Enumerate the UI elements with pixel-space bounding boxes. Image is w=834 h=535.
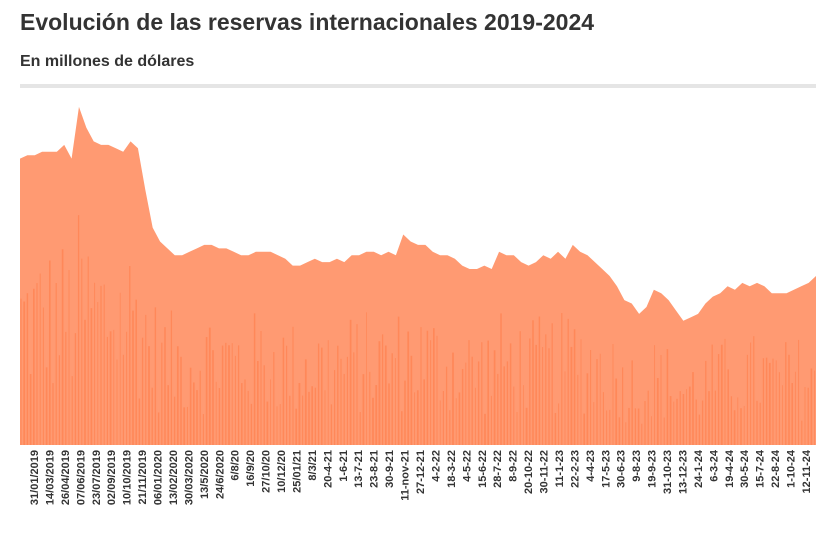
x-tick-label: 24/6/2020 xyxy=(214,450,226,499)
chart-marks xyxy=(20,106,816,446)
x-tick-label: 12-11-24 xyxy=(801,449,813,493)
x-tick-label: 15-6-22 xyxy=(477,450,489,488)
x-tick-label: 13-12-23 xyxy=(677,450,689,494)
x-tick-label: 28-7-22 xyxy=(492,450,504,488)
x-tick-label: 4-4-23 xyxy=(585,450,597,482)
x-tick-label: 8-9-22 xyxy=(508,450,520,482)
x-tick-label: 30-5-24 xyxy=(739,449,751,488)
chart-title: Evolución de las reservas internacionale… xyxy=(20,9,595,35)
x-tick-label: 4-5-22 xyxy=(461,450,473,482)
x-tick-label: 24-1-24 xyxy=(693,449,705,488)
x-tick-label: 10/10/2019 xyxy=(122,450,134,505)
x-tick-label: 06/01/2020 xyxy=(153,450,165,505)
x-tick-label: 25/01/21 xyxy=(291,450,303,493)
x-tick-label: 13/02/2020 xyxy=(168,450,180,505)
x-tick-label: 27/10/20 xyxy=(261,450,273,493)
x-tick-label: 13-7-21 xyxy=(353,450,365,488)
x-tick-label: 31-10-23 xyxy=(662,450,674,494)
x-tick-label: 10/12/20 xyxy=(276,450,288,493)
x-tick-label: 07/06/2019 xyxy=(75,450,87,505)
x-tick-label: 20-4-21 xyxy=(322,450,334,488)
x-tick-label: 19-9-23 xyxy=(647,450,659,488)
x-tick-label: 30-9-21 xyxy=(384,450,396,488)
x-tick-label: 13/5/2020 xyxy=(199,450,211,499)
x-tick-label: 17-5-23 xyxy=(600,450,612,488)
x-tick-label: 1-6-21 xyxy=(338,450,350,482)
x-tick-label: 18-3-22 xyxy=(446,450,458,488)
x-tick-label: 15-7-24 xyxy=(755,449,767,488)
chart-subtitle: En millones de dólares xyxy=(20,53,195,70)
x-tick-label: 23-8-21 xyxy=(369,450,381,488)
x-tick-label: 30-11-22 xyxy=(539,450,551,493)
x-tick-label: 4-2-22 xyxy=(430,450,442,482)
x-tick-label: 31/01/2019 xyxy=(29,450,41,505)
x-tick-label: 1-10-24 xyxy=(786,449,798,488)
x-axis-ticks: 31/01/2019 14/03/2019 26/04/2019 07/06/2019… xyxy=(29,449,813,505)
x-tick-label: 27-12-21 xyxy=(415,450,427,494)
x-tick-label: 22-2-23 xyxy=(569,450,581,488)
x-tick-label: 19-4-24 xyxy=(724,449,736,488)
x-tick-label: 30/03/2020 xyxy=(183,450,195,505)
x-tick-label: 14/03/2019 xyxy=(44,450,56,505)
x-tick-label: 9-8-23 xyxy=(631,450,643,482)
x-tick-label: 11-1-23 xyxy=(554,450,566,487)
x-tick-label: 8/3/21 xyxy=(307,450,319,481)
x-tick-label: 22-8-24 xyxy=(770,449,782,488)
reserves-area xyxy=(20,106,816,446)
x-tick-label: 20-10-22 xyxy=(523,450,535,494)
x-tick-label: 6/8/20 xyxy=(230,450,242,481)
x-tick-label: 23/07/2019 xyxy=(91,450,103,505)
x-tick-label: 16/9/20 xyxy=(245,450,257,487)
x-tick-label: 30-6-23 xyxy=(616,450,628,488)
x-tick-label: 21/11/2019 xyxy=(137,450,149,504)
x-tick-label: 02/09/2019 xyxy=(106,450,118,505)
x-tick-label: 6-3-24 xyxy=(708,449,720,482)
x-tick-label: 26/04/2019 xyxy=(60,450,72,505)
title-divider xyxy=(20,84,816,88)
x-tick-label: 11-nov-21 xyxy=(400,450,412,501)
